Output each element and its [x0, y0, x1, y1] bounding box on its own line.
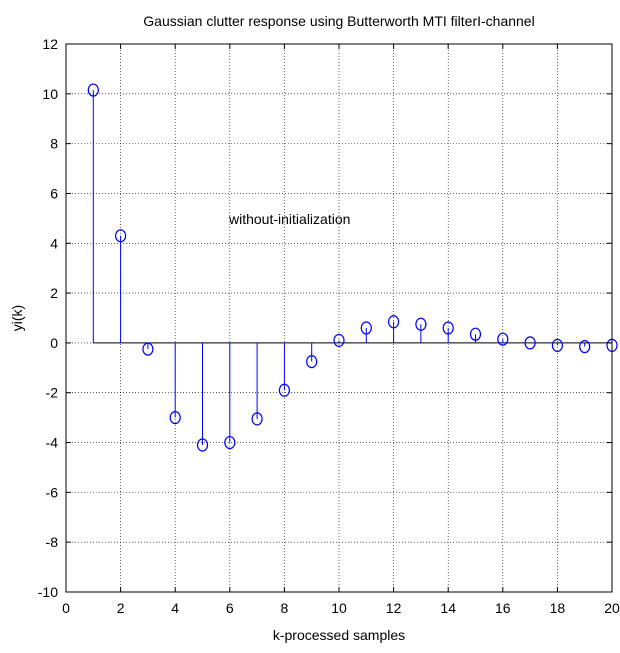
x-tick-label: 14 [440, 600, 456, 616]
stem-marker [224, 435, 236, 450]
x-tick-label: 10 [331, 600, 347, 616]
y-tick-label: 2 [50, 285, 58, 301]
stem-marker [333, 333, 345, 348]
x-tick-label: 8 [281, 600, 289, 616]
annotation-label: without-initialization [228, 211, 350, 227]
stem-marker [524, 336, 536, 350]
y-tick-label: -4 [46, 435, 59, 451]
y-tick-label: 0 [50, 335, 58, 351]
chart-title: Gaussian clutter response using Butterwo… [143, 13, 534, 29]
x-tick-label: 18 [550, 600, 566, 616]
x-tick-label: 4 [171, 600, 179, 616]
x-tick-labels: 0 2 4 6 8 10 12 14 16 18 20 [62, 600, 620, 616]
stem-marker [551, 338, 564, 352]
stem-marker [169, 411, 181, 425]
y-tick-label: 6 [50, 185, 58, 201]
x-axis-label: k-processed samples [273, 627, 405, 643]
stem-marker [469, 327, 482, 341]
y-tick-label: -6 [46, 484, 59, 500]
stem-series [87, 83, 618, 452]
stem-marker [278, 383, 290, 397]
stem-marker [251, 412, 263, 426]
stem-marker [415, 317, 427, 331]
stem-marker [579, 340, 591, 354]
x-tick-label: 16 [495, 600, 511, 616]
x-tick-label: 2 [117, 600, 125, 616]
stem-marker [114, 229, 127, 243]
x-tick-label: 6 [226, 600, 234, 616]
y-tick-labels: 12 10 8 6 4 2 0 -2 -4 -6 -8 -10 [38, 36, 58, 600]
stem-marker [442, 321, 454, 335]
y-tick-label: 4 [50, 235, 58, 251]
x-tick-label: 12 [386, 600, 402, 616]
y-tick-label: -8 [46, 534, 59, 550]
y-tick-label: -2 [46, 385, 59, 401]
axis-ticks [65, 43, 613, 593]
stem-marker [388, 315, 400, 329]
y-tick-label: 10 [42, 86, 58, 102]
stem-marker [87, 83, 99, 97]
stem-marker [196, 438, 209, 452]
x-tick-label: 20 [604, 600, 620, 616]
stem-marker [360, 321, 372, 335]
stem-marker [142, 342, 154, 356]
stem-marker [497, 332, 509, 346]
y-axis-label: yi(k) [9, 305, 25, 331]
x-tick-label: 0 [62, 600, 70, 616]
y-tick-label: -10 [38, 584, 58, 600]
stem-marker [306, 354, 318, 369]
y-tick-label: 8 [50, 136, 58, 152]
y-tick-label: 12 [42, 36, 58, 52]
grid-lines [66, 44, 612, 592]
